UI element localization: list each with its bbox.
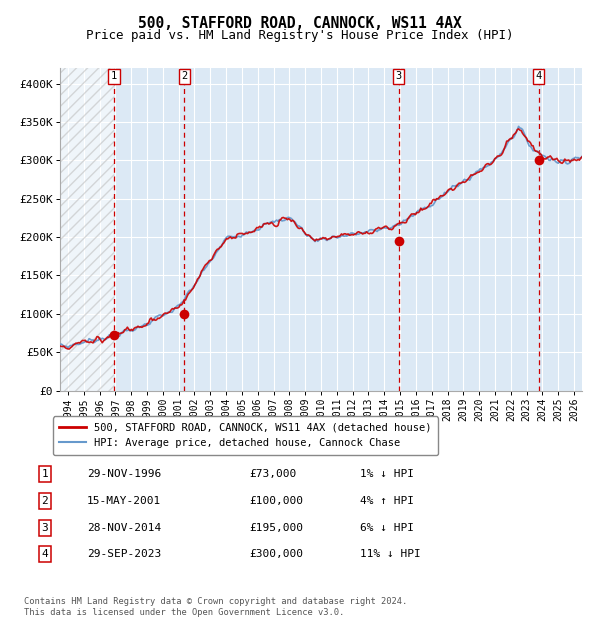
Text: 29-SEP-2023: 29-SEP-2023 xyxy=(87,549,161,559)
Text: 3: 3 xyxy=(395,71,402,81)
Text: 6% ↓ HPI: 6% ↓ HPI xyxy=(360,523,414,533)
Text: 2: 2 xyxy=(181,71,188,81)
Text: 4: 4 xyxy=(41,549,49,559)
Text: 28-NOV-2014: 28-NOV-2014 xyxy=(87,523,161,533)
Text: 1% ↓ HPI: 1% ↓ HPI xyxy=(360,469,414,479)
Text: £195,000: £195,000 xyxy=(249,523,303,533)
Text: Price paid vs. HM Land Registry's House Price Index (HPI): Price paid vs. HM Land Registry's House … xyxy=(86,29,514,42)
Text: £73,000: £73,000 xyxy=(249,469,296,479)
Text: 4: 4 xyxy=(535,71,542,81)
Text: £100,000: £100,000 xyxy=(249,496,303,506)
Bar xyxy=(60,68,113,391)
Text: 1: 1 xyxy=(41,469,49,479)
Text: Contains HM Land Registry data © Crown copyright and database right 2024.
This d: Contains HM Land Registry data © Crown c… xyxy=(24,598,407,617)
Text: 4% ↑ HPI: 4% ↑ HPI xyxy=(360,496,414,506)
Text: 3: 3 xyxy=(41,523,49,533)
Text: £300,000: £300,000 xyxy=(249,549,303,559)
Text: 11% ↓ HPI: 11% ↓ HPI xyxy=(360,549,421,559)
Text: 29-NOV-1996: 29-NOV-1996 xyxy=(87,469,161,479)
Text: 1: 1 xyxy=(111,71,117,81)
Text: 500, STAFFORD ROAD, CANNOCK, WS11 4AX: 500, STAFFORD ROAD, CANNOCK, WS11 4AX xyxy=(138,16,462,30)
Text: 2: 2 xyxy=(41,496,49,506)
Legend: 500, STAFFORD ROAD, CANNOCK, WS11 4AX (detached house), HPI: Average price, deta: 500, STAFFORD ROAD, CANNOCK, WS11 4AX (d… xyxy=(53,417,437,454)
Text: 15-MAY-2001: 15-MAY-2001 xyxy=(87,496,161,506)
